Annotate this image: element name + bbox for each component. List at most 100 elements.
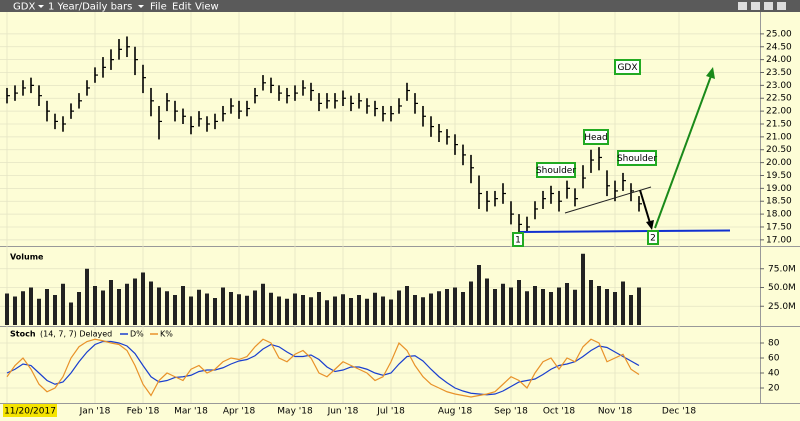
x-tick-label: Nov '18 <box>598 407 633 417</box>
icon[interactable] <box>738 2 747 10</box>
volume-bar <box>125 283 129 325</box>
volume-bar <box>397 290 401 325</box>
annotation: Head <box>584 133 608 143</box>
volume-bar <box>493 289 497 325</box>
volume-bar <box>285 298 289 325</box>
volume-bar <box>29 287 33 325</box>
volume-bar <box>389 299 393 325</box>
volume-bar <box>501 283 505 325</box>
annotation-box <box>614 59 641 75</box>
volume-bar <box>325 300 329 325</box>
volume-bar <box>5 293 9 325</box>
volume-bar <box>333 296 337 325</box>
y-tick-label: 50.0M <box>768 283 796 293</box>
volume-bar <box>109 280 113 325</box>
volume-bar <box>453 287 457 325</box>
annotation: 1 <box>515 236 521 246</box>
volume-bar <box>173 295 177 325</box>
menu-view[interactable]: View <box>195 2 219 13</box>
panel-subtitle: (14, 7, 7) Delayed <box>40 330 112 339</box>
x-tick-label: Jan '18 <box>79 407 111 417</box>
volume-bar <box>589 280 593 325</box>
menu-file[interactable]: File <box>150 2 167 13</box>
volume-bar <box>213 298 217 325</box>
symbol[interactable]: GDX <box>13 2 35 13</box>
volume-bar <box>525 291 529 325</box>
volume-bar <box>61 283 65 325</box>
y-tick-label: 20 <box>768 384 780 394</box>
volume-bar <box>565 283 569 325</box>
volume-bar <box>621 281 625 325</box>
volume-bar <box>149 281 153 325</box>
volume-bar <box>85 268 89 325</box>
volume-bar <box>229 292 233 325</box>
marks <box>5 36 642 398</box>
dropdown-arrow[interactable] <box>38 5 44 8</box>
volume-bar <box>373 292 377 325</box>
volume-bar <box>317 292 321 325</box>
volume-bar <box>21 291 25 325</box>
volume-bar <box>357 295 361 325</box>
volume-bar <box>189 296 193 325</box>
y-tick-label: 17.50 <box>766 222 792 232</box>
annotation: 2 <box>650 234 656 244</box>
y-tick-label: 23.00 <box>766 81 792 91</box>
legend-label: K% <box>160 330 173 339</box>
annotation-box <box>536 162 576 178</box>
panel-title: Volume <box>10 253 44 262</box>
volume-bar <box>573 289 577 325</box>
volume-bar <box>101 290 105 325</box>
y-tick-label: 20.00 <box>766 158 792 168</box>
y-tick-label: 18.50 <box>766 197 792 207</box>
menu-edit[interactable]: Edit <box>172 2 191 13</box>
volume-bar <box>277 296 281 325</box>
volume-bar <box>157 287 161 325</box>
x-tick-label: Dec '18 <box>662 407 696 417</box>
period[interactable]: 1 Year/Daily bars <box>48 2 132 13</box>
volume-bar <box>269 292 273 325</box>
y-tick-label: 24.00 <box>766 55 792 65</box>
y-tick-label: 17.00 <box>766 235 792 245</box>
volume-bar <box>517 280 521 325</box>
annotation: Shoulder <box>536 166 576 176</box>
volume-bar <box>221 287 225 325</box>
volume-bar <box>637 287 641 325</box>
y-tick-label: 22.50 <box>766 94 792 104</box>
volume-bar <box>13 296 17 325</box>
volume-bar <box>613 292 617 325</box>
dropdown-arrow[interactable] <box>138 5 144 8</box>
annotation: GDX <box>617 63 637 73</box>
icon[interactable] <box>764 2 773 10</box>
icon[interactable] <box>777 2 786 10</box>
arrow-head <box>706 67 715 79</box>
volume-bar <box>413 295 417 325</box>
volume-bar <box>117 289 121 325</box>
annotation: Shoulder <box>617 154 657 164</box>
y-tick-label: 20.50 <box>766 145 792 155</box>
x-tick-label: Apr '18 <box>223 407 256 417</box>
volume-bar <box>261 283 265 325</box>
y-tick-label: 21.50 <box>766 119 792 129</box>
volume-bar <box>533 286 537 325</box>
icon[interactable] <box>751 2 760 10</box>
volume-bar <box>581 253 585 325</box>
volume-bar <box>549 292 553 325</box>
toolbar <box>0 0 800 12</box>
volume-bar <box>381 296 385 325</box>
y-tick-label: 21.00 <box>766 132 792 142</box>
legend: D% K% <box>120 330 173 339</box>
volume-bar <box>349 298 353 325</box>
neckline <box>564 186 652 214</box>
volume-bar <box>141 272 145 325</box>
legend-label: D% <box>130 330 144 339</box>
stoch-line <box>6 340 640 396</box>
arrow <box>639 189 651 224</box>
x-tick-label: Sep '18 <box>494 407 528 417</box>
volume-bar <box>133 278 137 325</box>
y-tick-label: 19.50 <box>766 171 792 181</box>
volume-bar <box>301 295 305 325</box>
y-tick-label: 25.00 <box>766 29 792 39</box>
volume-bar <box>541 289 545 325</box>
